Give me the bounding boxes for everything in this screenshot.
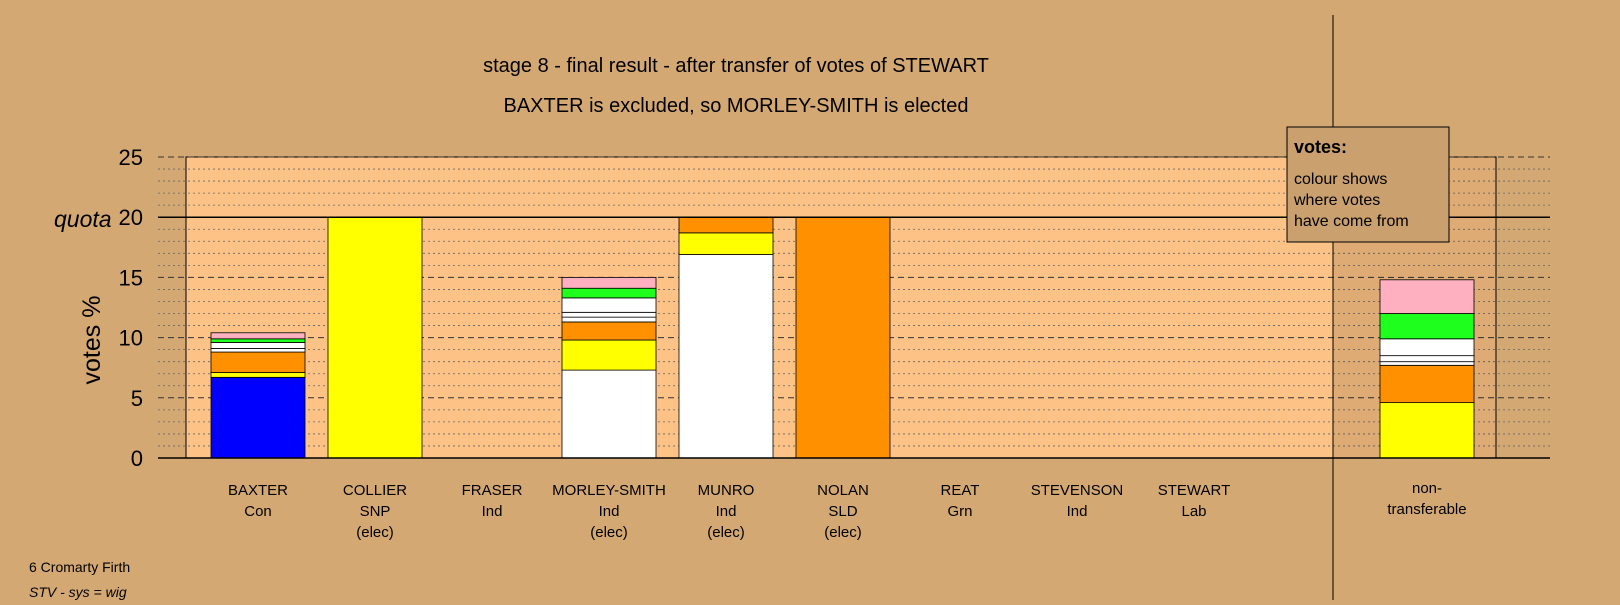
legend-box [1286,126,1450,243]
y-tick-label: 15 [119,265,143,290]
x-category-labels: BAXTER Con COLLIER SNP (elec) FRASER Ind MORLEY… [228,480,1467,541]
bar-segment-morley-smith [561,311,657,318]
x-label-nolan-party: SLD [828,503,857,520]
x-label-fraser-name: FRASER [462,482,523,499]
y-tick-label: 25 [119,145,143,170]
x-label-stevenson-name: STEVENSON [1031,482,1124,499]
x-label-morley-smith-party: Ind [599,503,620,520]
bar-segment-baxter [210,372,306,378]
chart-subtitle: BAXTER is excluded, so MORLEY-SMITH is e… [504,95,969,117]
bar-segment-non-transferable [1379,364,1475,404]
bar-segment-morley-smith [561,316,657,323]
y-tick-label: 10 [119,326,143,351]
x-label-fraser-party: Ind [482,503,503,520]
bar-segment-non-transferable [1379,338,1475,357]
x-label-reat-party: Grn [947,503,972,520]
bar-segment-baxter [210,332,306,340]
y-tick-label: 20 [119,205,143,230]
x-label-nolan-name: NOLAN [817,482,869,499]
footer-system: STV - sys = wig [29,584,127,600]
bar-segment-baxter [210,348,306,353]
x-label-munro-name: MUNRO [698,482,755,499]
bar-segment-non-transferable [1379,313,1475,340]
bars [210,216,1475,459]
x-label-nolan-status: (elec) [824,524,862,541]
bar-segment-morley-smith [561,276,657,289]
x-label-morley-smith-name: MORLEY-SMITH [552,482,666,499]
legend: votes: colour shows where votes have com… [1286,126,1450,243]
y-tick-labels: 0 5 10 15 20 25 [119,145,143,471]
legend-title: votes: [1294,137,1347,157]
bar-segment-morley-smith [561,321,657,341]
x-label-collier-party: SNP [360,503,391,520]
footer-area: 6 Cromarty Firth [29,559,130,575]
bar-segment-morley-smith [561,369,657,459]
x-label-stewart-party: Lab [1181,503,1206,520]
legend-line-2: where votes [1293,192,1380,209]
bar-segment-baxter [210,342,306,349]
x-label-morley-smith-status: (elec) [590,524,628,541]
bar-segment-morley-smith [561,297,657,313]
bar-segment-baxter [210,351,306,373]
x-label-collier-name: COLLIER [343,482,407,499]
y-tick-label: 5 [131,386,143,411]
bar-segment-collier [327,216,423,459]
bar-segment-munro [678,216,774,234]
bar-segment-non-transferable [1379,279,1475,314]
bar-segment-nolan [795,216,891,459]
x-label-stevenson-party: Ind [1067,503,1088,520]
bar-segment-non-transferable [1379,402,1475,459]
bar-segment-baxter [210,338,306,343]
x-label-non-transferable-2: transferable [1387,501,1466,518]
x-label-non-transferable-1: non- [1412,480,1442,497]
x-label-collier-status: (elec) [356,524,394,541]
bar-segment-non-transferable [1379,355,1475,363]
bar-segment-morley-smith [561,339,657,371]
x-label-baxter-party: Con [244,503,272,520]
y-axis-label: votes % [78,296,106,385]
bar-segment-baxter [210,376,306,459]
x-label-baxter-name: BAXTER [228,482,288,499]
bar-segment-munro [678,254,774,459]
x-label-munro-party: Ind [716,503,737,520]
chart-title: stage 8 - final result - after transfer … [483,55,989,77]
bar-segment-morley-smith [561,287,657,299]
legend-line-1: colour shows [1294,171,1387,188]
x-label-reat-name: REAT [941,482,980,499]
bar-segment-munro [678,232,774,255]
bar-segment-non-transferable [1379,361,1475,366]
quota-label: quota [54,206,112,232]
y-tick-label: 0 [131,446,143,471]
x-label-stewart-name: STEWART [1158,482,1231,499]
legend-line-3: have come from [1294,213,1409,230]
x-label-munro-status: (elec) [707,524,745,541]
